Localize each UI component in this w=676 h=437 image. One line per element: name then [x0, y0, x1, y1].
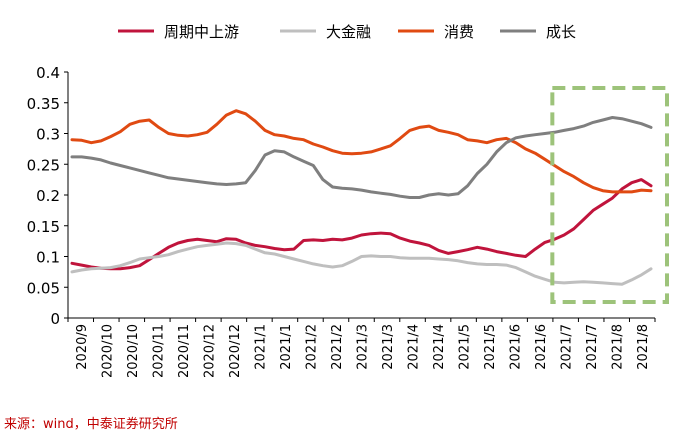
x-tick-label: 2021/2: [330, 324, 345, 370]
x-tick-label: 2021/7: [560, 324, 575, 370]
x-tick-label: 2021/4: [432, 324, 447, 370]
highlight-box-rect: [550, 86, 670, 304]
series-line: [70, 116, 653, 199]
series-lines: [70, 109, 653, 286]
legend-label: 成长: [546, 23, 576, 41]
y-tick-label: 0.2: [36, 187, 60, 205]
legend: 周期中上游 大金融 消费 成长: [118, 23, 576, 41]
x-tick-label: 2021/1: [253, 324, 268, 370]
series-line: [70, 178, 653, 271]
y-tick-label: 0.1: [36, 249, 60, 267]
x-tick-label: 2021/5: [458, 324, 473, 370]
x-tick-label: 2020/9: [75, 324, 90, 370]
source-note: 来源：wind，中泰证券研究所: [4, 417, 178, 432]
x-tick-label: 2021/2: [304, 324, 319, 370]
y-tick-label: 0.35: [27, 95, 60, 113]
x-tick-label: 2021/4: [407, 324, 422, 370]
legend-label: 周期中上游: [164, 23, 239, 41]
highlight-box: [550, 86, 670, 304]
x-tick-label: 2020/10: [100, 324, 115, 378]
x-tick-label: 2021/8: [636, 324, 651, 370]
series-line: [70, 241, 653, 286]
x-tick-label: 2021/6: [509, 324, 524, 370]
x-tick-label: 2021/5: [483, 324, 498, 370]
x-tick-label: 2021/6: [534, 324, 549, 370]
y-tick-label: 0.05: [27, 279, 60, 297]
legend-label: 大金融: [326, 23, 371, 41]
x-tick-label: 2020/12: [228, 324, 243, 378]
y-tick-label: 0.25: [27, 156, 60, 174]
x-axis: 2020/9 2020/10 2020/10 2020/11 2020/11 2020/1…: [67, 317, 656, 378]
y-tick-label: 0.15: [27, 218, 60, 236]
x-tick-label: 2021/1: [279, 324, 294, 370]
legend-label: 消费: [444, 23, 474, 41]
x-tick-label: 2021/8: [611, 324, 626, 370]
x-tick-label: 2020/10: [126, 324, 141, 378]
y-tick-label: 0: [50, 310, 60, 328]
x-tick-label: 2020/12: [202, 324, 217, 378]
y-tick-label: 0.3: [36, 126, 60, 144]
x-tick-label: 2020/11: [177, 324, 192, 378]
y-axis: 0 0.05 0.1 0.15 0.2 0.25 0.3 0.35 0.4: [27, 64, 69, 328]
y-tick-label: 0.4: [36, 64, 60, 82]
x-tick-label: 2020/11: [151, 324, 166, 378]
x-tick-label: 2021/3: [356, 324, 371, 370]
x-tick-label: 2021/7: [585, 324, 600, 370]
x-tick-label: 2021/3: [381, 324, 396, 370]
series-line: [70, 109, 653, 194]
